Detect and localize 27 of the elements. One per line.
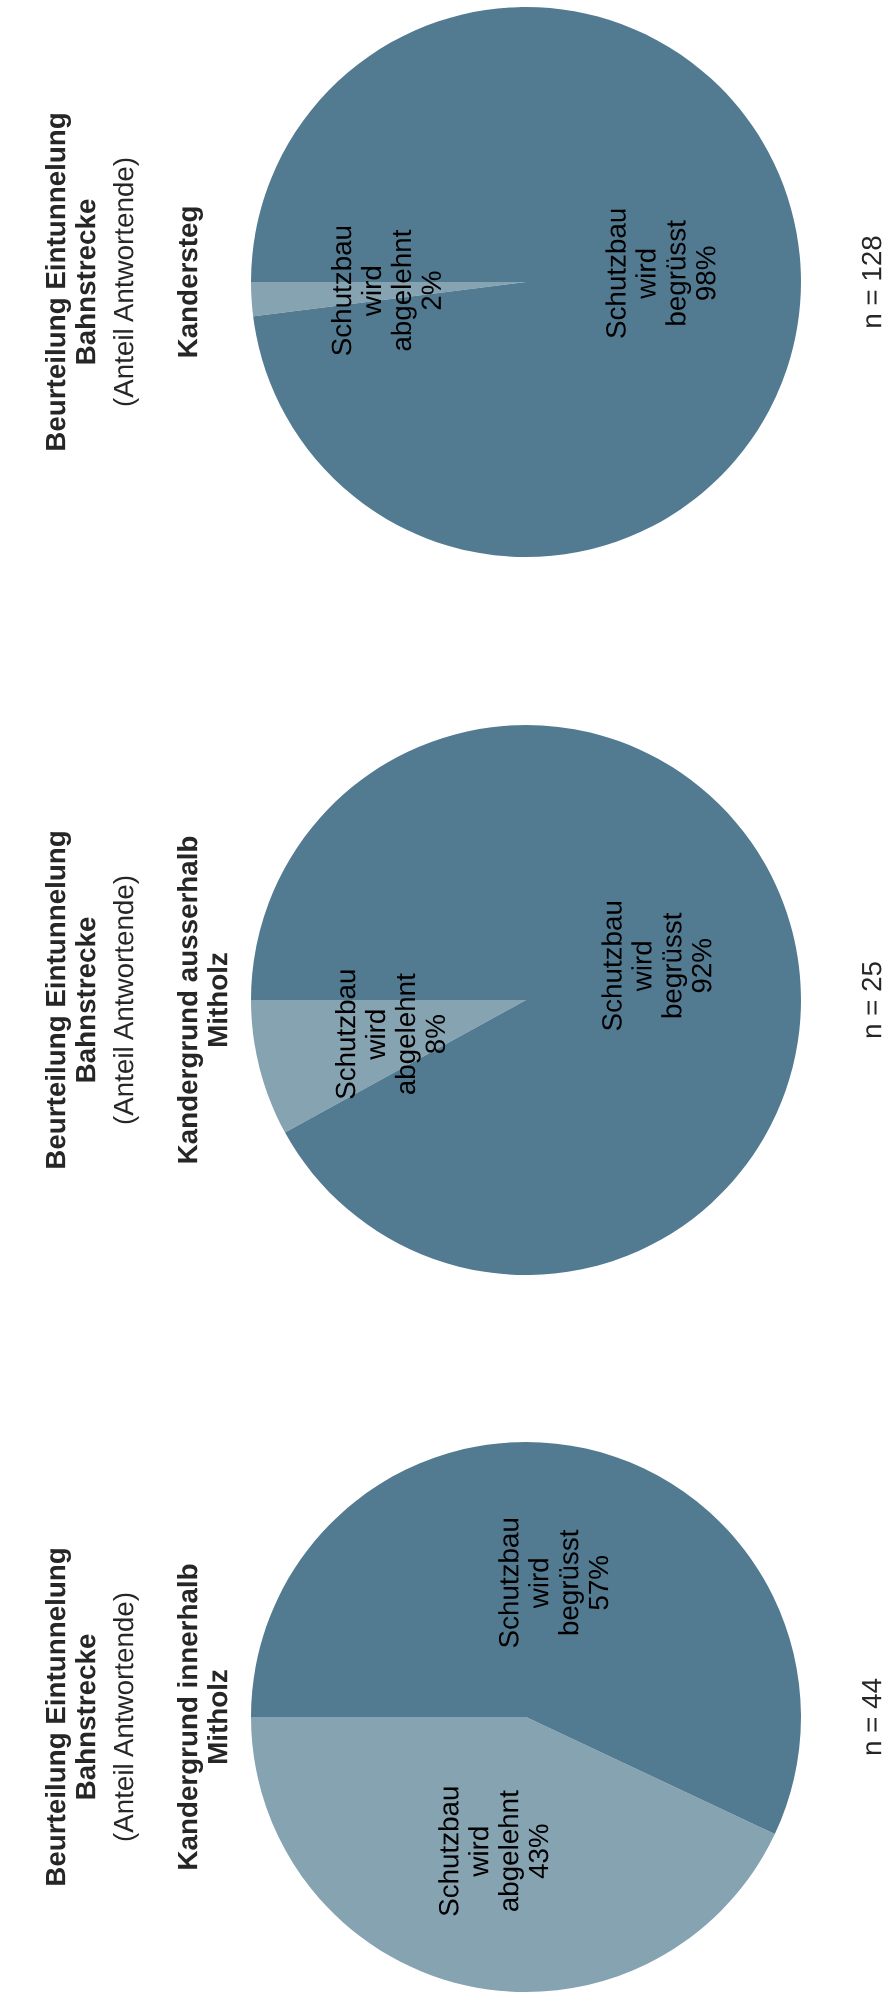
slice-label: Schutzbau wird abgelehnt <box>438 1787 524 1916</box>
data-label: 8% <box>425 1015 446 1054</box>
data-label: 98% <box>695 246 716 300</box>
data-label: 92% <box>691 938 712 993</box>
pie-slice <box>251 1717 775 1992</box>
slice-label: Schutzbau wird begrüsst <box>605 209 692 338</box>
text: (Anteil Antwortende) <box>113 876 139 1124</box>
text: Kandergrund ausserhalb Mitholz <box>177 836 228 1163</box>
text: Kandersteg <box>177 207 204 357</box>
text: Beurteilung Eintunnelung Bahnstrecke <box>45 1549 96 1885</box>
text: Beurteilung Eintunnelung Bahnstrecke <box>45 832 96 1168</box>
text: (Anteil Antwortende) <box>113 1593 139 1841</box>
slice-label: Schutzbau wird begrüsst <box>498 1519 584 1648</box>
pie-slice <box>251 7 801 557</box>
text: n = 128 <box>861 236 882 327</box>
text: Kandergrund innerhalb Mitholz <box>177 1564 228 1869</box>
slice-label: Schutzbau wird abgelehnt <box>334 970 421 1099</box>
text: n = 44 <box>862 1678 882 1755</box>
data-label: 2% <box>421 271 441 310</box>
text: Beurteilung Eintunnelung Bahnstrecke <box>45 114 96 450</box>
text: (Anteil Antwortende) <box>113 158 139 406</box>
slice-label: Schutzbau wird abgelehnt <box>330 226 417 355</box>
slice-label: Schutzbau wird begrüsst <box>601 902 688 1031</box>
text: n = 25 <box>861 962 882 1038</box>
data-label: 43% <box>528 1824 549 1879</box>
data-label: 57% <box>588 1556 609 1610</box>
pie-slice <box>251 725 801 1275</box>
